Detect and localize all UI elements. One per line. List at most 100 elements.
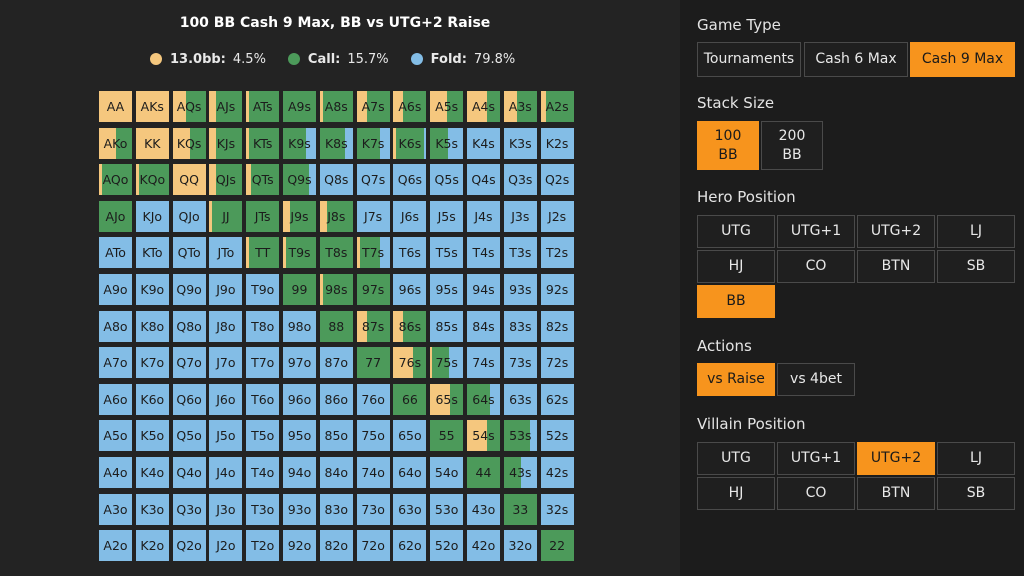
hand-cell[interactable]: K3s [503, 127, 537, 159]
hand-cell[interactable]: 72s [540, 347, 574, 379]
hand-cell[interactable]: QJs [209, 164, 243, 196]
hand-cell[interactable]: 92o [283, 530, 316, 562]
hand-cell[interactable]: AKs [135, 91, 169, 122]
hand-cell[interactable]: J9o [209, 274, 243, 305]
hand-cell[interactable]: T8o [246, 310, 280, 342]
hand-cell[interactable]: K9s [283, 127, 316, 159]
hero-lj-button[interactable]: LJ [937, 215, 1015, 248]
hand-cell[interactable]: 73o [356, 493, 390, 525]
hand-cell[interactable]: 66 [393, 383, 427, 415]
hand-cell[interactable]: Q7s [356, 164, 390, 196]
hand-cell[interactable]: T4s [467, 237, 500, 269]
hand-cell[interactable]: 93s [503, 274, 537, 305]
hand-cell[interactable]: 74o [356, 457, 390, 488]
hand-cell[interactable]: Q5o [172, 420, 206, 452]
hand-cell[interactable]: K8s [319, 127, 353, 159]
hand-cell[interactable]: 44 [467, 457, 500, 488]
hand-cell[interactable]: T3o [246, 493, 280, 525]
hand-cell[interactable]: K7s [356, 127, 390, 159]
hand-cell[interactable]: AJs [209, 91, 243, 122]
hand-cell[interactable]: Q9o [172, 274, 206, 305]
hand-cell[interactable]: T9s [283, 237, 316, 269]
hand-cell[interactable]: TT [246, 237, 280, 269]
hand-cell[interactable]: A7s [356, 91, 390, 122]
villain-lj-button[interactable]: LJ [937, 442, 1015, 475]
hand-cell[interactable]: A9s [283, 91, 316, 122]
hand-cell[interactable]: KTs [246, 127, 280, 159]
hand-cell[interactable]: 65o [393, 420, 427, 452]
hand-cell[interactable]: Q8o [172, 310, 206, 342]
hand-cell[interactable]: J8s [319, 200, 353, 232]
hand-cell[interactable]: A7o [99, 347, 132, 379]
hero-utg-plus-2-button[interactable]: UTG+2 [857, 215, 935, 248]
hand-cell[interactable]: QTo [172, 237, 206, 269]
hand-cell[interactable]: 96o [283, 383, 316, 415]
hand-cell[interactable]: KK [135, 127, 169, 159]
villain-utg-button[interactable]: UTG [697, 442, 775, 475]
hand-cell[interactable]: J4s [467, 200, 500, 232]
hand-cell[interactable]: 43s [503, 457, 537, 488]
hand-cell[interactable]: J5o [209, 420, 243, 452]
hand-cell[interactable]: KTo [135, 237, 169, 269]
hand-cell[interactable]: AQs [172, 91, 206, 122]
hand-cell[interactable]: A3s [503, 91, 537, 122]
hand-cell[interactable]: T6o [246, 383, 280, 415]
hand-cell[interactable]: K5o [135, 420, 169, 452]
hand-cell[interactable]: QTs [246, 164, 280, 196]
hand-cell[interactable]: A4o [99, 457, 132, 488]
hand-cell[interactable]: 83o [319, 493, 353, 525]
hand-cell[interactable]: T9o [246, 274, 280, 305]
hand-cell[interactable]: J5s [430, 200, 464, 232]
hero-bb-button[interactable]: BB [697, 285, 775, 318]
hand-cell[interactable]: 93o [283, 493, 316, 525]
hand-cell[interactable]: 85s [430, 310, 464, 342]
hand-cell[interactable]: T7s [356, 237, 390, 269]
hand-cell[interactable]: K4o [135, 457, 169, 488]
hand-cell[interactable]: A3o [99, 493, 132, 525]
hand-cell[interactable]: 98s [319, 274, 353, 305]
hand-cell[interactable]: 87s [356, 310, 390, 342]
villain-co-button[interactable]: CO [777, 477, 855, 510]
hand-cell[interactable]: T7o [246, 347, 280, 379]
hand-cell[interactable]: T6s [393, 237, 427, 269]
hand-cell[interactable]: 53o [430, 493, 464, 525]
hand-cell[interactable]: J6o [209, 383, 243, 415]
hand-cell[interactable]: JTo [209, 237, 243, 269]
hand-cell[interactable]: 52s [540, 420, 574, 452]
hand-cell[interactable]: Q4s [467, 164, 500, 196]
hand-cell[interactable]: K3o [135, 493, 169, 525]
hand-cell[interactable]: 42o [467, 530, 500, 562]
hand-cell[interactable]: Q9s [283, 164, 316, 196]
hand-cell[interactable]: Q8s [319, 164, 353, 196]
hand-cell[interactable]: Q3o [172, 493, 206, 525]
hand-cell[interactable]: T3s [503, 237, 537, 269]
hand-cell[interactable]: 75o [356, 420, 390, 452]
hand-cell[interactable]: 75s [430, 347, 464, 379]
hand-cell[interactable]: T4o [246, 457, 280, 488]
hand-cell[interactable]: A5s [430, 91, 464, 122]
hand-cell[interactable]: 97s [356, 274, 390, 305]
hand-cell[interactable]: 83s [503, 310, 537, 342]
hand-cell[interactable]: K5s [430, 127, 464, 159]
game-type-tournaments-button[interactable]: Tournaments [697, 42, 801, 77]
hand-cell[interactable]: 94o [283, 457, 316, 488]
hand-cell[interactable]: 94s [467, 274, 500, 305]
hand-cell[interactable]: 32o [503, 530, 537, 562]
hand-cell[interactable]: AQo [99, 164, 132, 196]
hand-cell[interactable]: 97o [283, 347, 316, 379]
hand-cell[interactable]: J7s [356, 200, 390, 232]
villain-hj-button[interactable]: HJ [697, 477, 775, 510]
hand-cell[interactable]: 98o [283, 310, 316, 342]
hand-cell[interactable]: J2o [209, 530, 243, 562]
hand-cell[interactable]: Q6s [393, 164, 427, 196]
hand-cell[interactable]: T2o [246, 530, 280, 562]
hand-cell[interactable]: J2s [540, 200, 574, 232]
hand-cell[interactable]: T2s [540, 237, 574, 269]
hand-cell[interactable]: A6o [99, 383, 132, 415]
hand-cell[interactable]: K6s [393, 127, 427, 159]
hero-hj-button[interactable]: HJ [697, 250, 775, 283]
hand-cell[interactable]: ATo [99, 237, 132, 269]
hand-cell[interactable]: JJ [209, 200, 243, 232]
hand-cell[interactable]: 62o [393, 530, 427, 562]
hand-cell[interactable]: AKo [99, 127, 132, 159]
